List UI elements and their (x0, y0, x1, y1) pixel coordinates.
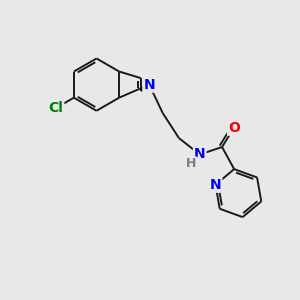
Text: N: N (210, 178, 221, 192)
Text: H: H (186, 158, 197, 170)
Text: N: N (143, 78, 155, 92)
Text: Cl: Cl (48, 101, 63, 115)
Text: O: O (228, 121, 240, 135)
Text: N: N (194, 148, 206, 161)
